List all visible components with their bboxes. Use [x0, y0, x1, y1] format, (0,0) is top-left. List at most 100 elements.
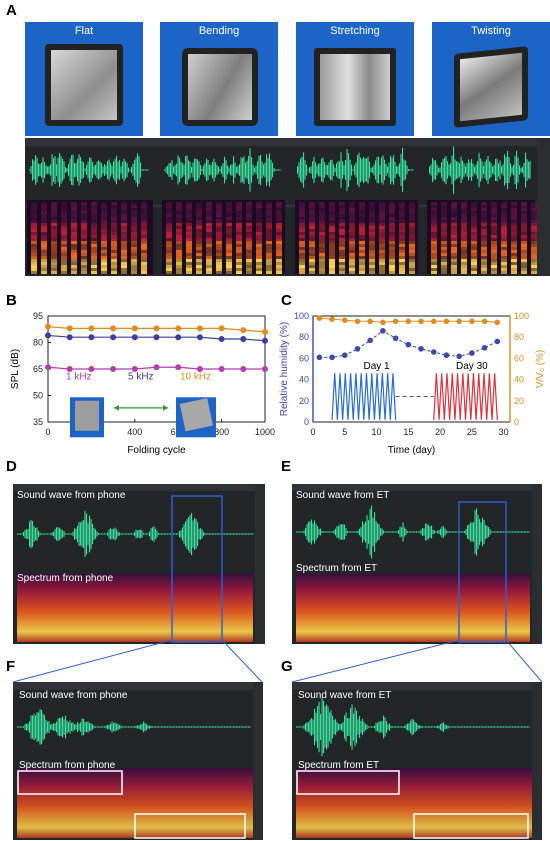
data-point [469, 318, 475, 325]
spec-caption-g: Spectrum from ET [298, 760, 380, 771]
data-point [316, 354, 323, 361]
y-tick-label: 40 [299, 375, 309, 385]
data-point [443, 352, 450, 359]
data-point [175, 364, 182, 371]
y2-tick-label: 40 [514, 375, 524, 385]
spec-caption-f: Spectrum from phone [19, 760, 116, 771]
data-point [469, 350, 475, 356]
wave-caption-d: Sound wave from phone [17, 490, 126, 501]
oscillation-trace [433, 373, 498, 420]
data-point [175, 334, 182, 341]
data-point [218, 335, 225, 342]
data-point [443, 318, 450, 325]
y2-tick-label: 0 [514, 417, 519, 427]
data-point [354, 346, 361, 352]
device-film [320, 54, 390, 120]
highlight-box [134, 813, 246, 839]
data-point [196, 366, 203, 372]
wave-caption-g: Sound wave from ET [298, 690, 392, 701]
data-point [196, 334, 203, 341]
legend-entry: 10 kHz [180, 372, 211, 383]
data-point [367, 337, 373, 344]
data-point [153, 325, 160, 332]
highlight-box [413, 813, 529, 839]
data-point [392, 318, 399, 325]
y-tick-label: 0 [304, 417, 309, 427]
y-axis-label: SPL (dB) [10, 349, 21, 389]
x-axis-label: Time (day) [388, 445, 435, 456]
y2-tick-label: 80 [514, 332, 524, 342]
photo-twisting: Twisting [432, 22, 550, 136]
data-point [218, 366, 225, 372]
x-tick-label: 800 [214, 427, 229, 437]
data-point [240, 366, 247, 372]
audio-panel-f [13, 682, 263, 840]
data-point [262, 337, 268, 344]
spec-caption-e: Spectrum from ET [296, 563, 378, 574]
data-point [380, 328, 386, 334]
data-point [456, 318, 462, 325]
data-point [45, 332, 51, 339]
panel-label-d: D [6, 458, 17, 475]
legend-entry: 1 kHz [66, 372, 92, 383]
device-film [51, 50, 117, 120]
data-point [110, 366, 117, 372]
zoom-connectors [12, 640, 543, 683]
y2-tick-label: 60 [514, 353, 524, 363]
data-point [175, 325, 182, 332]
data-point [329, 316, 335, 322]
data-point [153, 334, 160, 341]
y-tick-label: 65 [33, 364, 43, 374]
photo-title: Stretching [330, 25, 380, 37]
x-tick-label: 25 [467, 427, 477, 437]
audio-panel-g [292, 682, 542, 840]
data-point [367, 318, 373, 325]
data-point [418, 318, 424, 325]
data-point [153, 364, 160, 371]
x-tick-label: 5 [342, 427, 347, 437]
panel-label-g: G [281, 658, 293, 675]
data-point [418, 346, 424, 352]
data-point [88, 334, 95, 341]
y-tick-label: 100 [294, 311, 309, 321]
photo-title: Bending [198, 25, 240, 37]
data-point [110, 325, 117, 332]
data-point [45, 323, 51, 330]
data-point [392, 335, 399, 342]
annotation: Day 30 [456, 361, 488, 372]
photo-title: Flat [74, 25, 94, 37]
x-axis-label: Folding cycle [127, 445, 186, 456]
highlight-box [17, 770, 123, 795]
photo-bending: Bending [160, 22, 278, 136]
annotation: Day 1 [363, 361, 390, 372]
y-tick-label: 60 [299, 353, 309, 363]
data-point [131, 334, 138, 341]
data-point [196, 325, 203, 332]
spec-caption-d: Spectrum from phone [17, 573, 114, 584]
audio-panel-d [13, 484, 265, 644]
data-point [240, 327, 247, 334]
legend-entry: 5 kHz [128, 372, 154, 383]
x-tick-label: 1000 [255, 427, 275, 437]
panel-label-f: F [6, 658, 16, 675]
data-point [110, 334, 117, 341]
y-tick-label: 35 [33, 417, 43, 427]
data-point [262, 366, 268, 372]
highlight-box [296, 770, 400, 795]
data-point [354, 318, 361, 325]
y-tick-label: 50 [33, 391, 43, 401]
audio-strip-a [25, 138, 550, 276]
y-axis-label: Relative humidity (%) [279, 322, 290, 416]
chart-b: 355065809502004006008001000Folding cycle… [10, 311, 275, 456]
data-point [240, 335, 247, 342]
panel-label-c: C [281, 292, 292, 309]
data-point [66, 325, 73, 332]
data-point [430, 349, 437, 355]
y2-tick-label: 20 [514, 396, 524, 406]
photo-stretching: Stretching [296, 22, 414, 136]
y2-tick-label: 100 [514, 311, 529, 321]
audio-panel-e [292, 484, 542, 644]
series-line [319, 330, 498, 358]
data-point [262, 328, 268, 335]
